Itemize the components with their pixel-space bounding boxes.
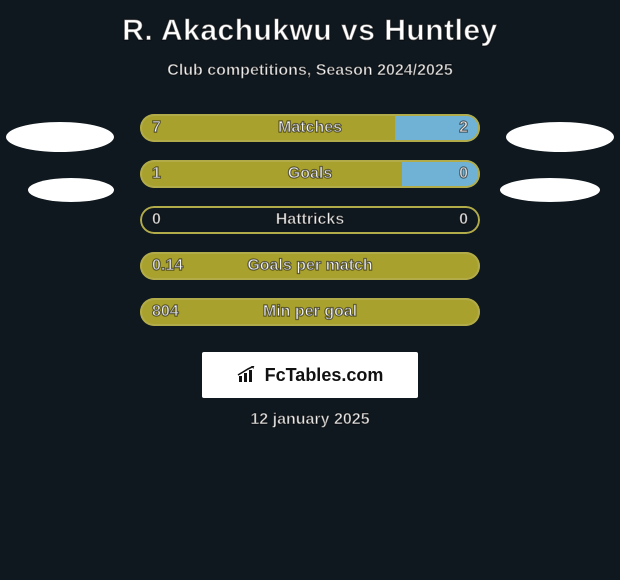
metric-row: Min per goal804	[0, 298, 620, 326]
metric-label: Goals per match	[140, 252, 480, 280]
metric-row: Hattricks0 0	[0, 206, 620, 234]
date-label: 12 january 2025	[0, 411, 620, 429]
player2-value: 2	[459, 114, 468, 142]
comparison-infographic: R. Akachukwu vs Huntley Club competition…	[0, 0, 620, 580]
player2-value: 0	[459, 206, 468, 234]
metric-row: Goals per match0.14	[0, 252, 620, 280]
metric-label: Matches	[140, 114, 480, 142]
logo-text: FcTables.com	[265, 365, 384, 386]
player1-value: 0	[152, 206, 161, 234]
team-badge-ellipse	[506, 122, 614, 152]
metric-label: Min per goal	[140, 298, 480, 326]
logo-badge: FcTables.com	[202, 352, 418, 398]
player1-value: 0.14	[152, 252, 183, 280]
chart-icon	[237, 366, 259, 384]
team-badge-ellipse	[28, 178, 114, 202]
metric-label: Hattricks	[140, 206, 480, 234]
player1-value: 1	[152, 160, 161, 188]
subtitle: Club competitions, Season 2024/2025	[0, 62, 620, 80]
page-title: R. Akachukwu vs Huntley	[0, 0, 620, 48]
team-badge-ellipse	[6, 122, 114, 152]
team-badge-ellipse	[500, 178, 600, 202]
player1-value: 7	[152, 114, 161, 142]
metric-label: Goals	[140, 160, 480, 188]
player2-value: 0	[459, 160, 468, 188]
player1-value: 804	[152, 298, 179, 326]
